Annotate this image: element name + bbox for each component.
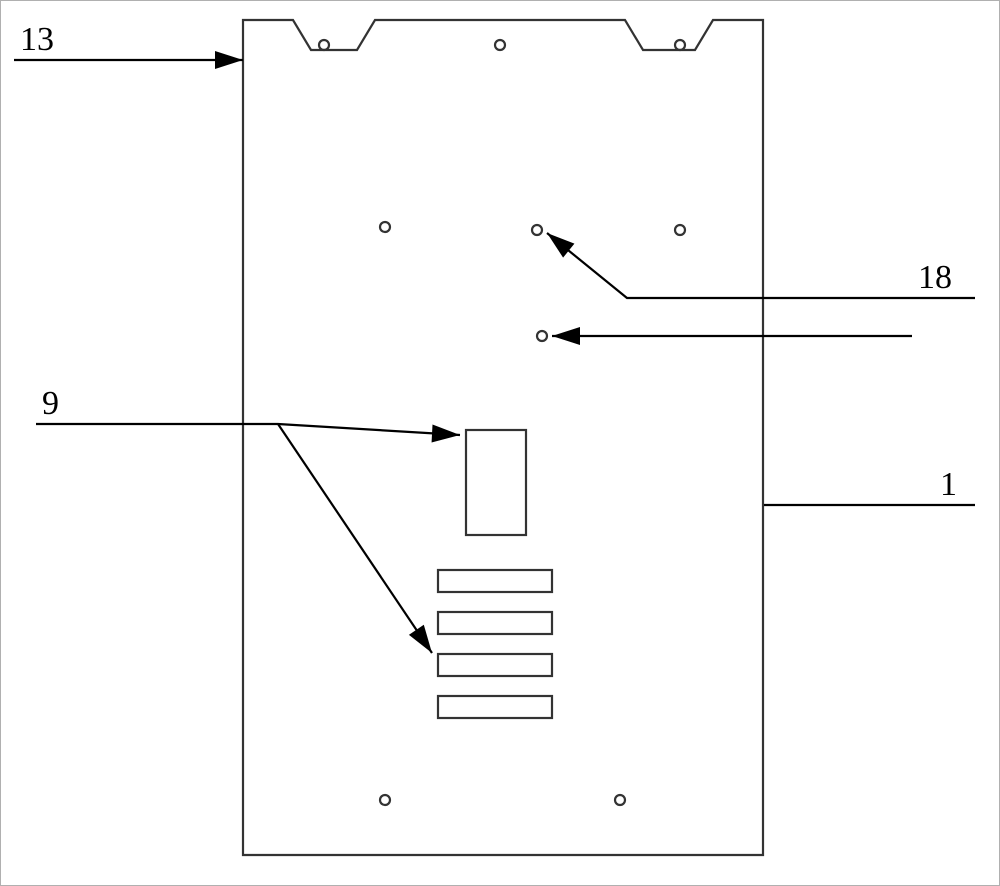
callout-leader <box>72 424 460 435</box>
leader-arrowhead <box>215 51 243 69</box>
hole-marker <box>615 795 625 805</box>
slot-rect <box>438 696 552 718</box>
leader-arrowhead <box>409 625 432 653</box>
hole-marker <box>495 40 505 50</box>
leader-arrowhead <box>552 327 580 345</box>
panel-outline <box>243 20 763 855</box>
callout-number: 1 <box>940 466 957 503</box>
callout-leader <box>278 424 432 653</box>
callout-number: 13 <box>20 21 54 58</box>
callout-number: 18 <box>918 259 952 296</box>
outer-frame <box>1 1 1000 886</box>
slot-rect <box>438 654 552 676</box>
callout-number: 9 <box>42 385 59 422</box>
hole-marker <box>675 225 685 235</box>
hole-marker <box>319 40 329 50</box>
leader-arrowhead <box>432 425 460 443</box>
slot-rect <box>438 570 552 592</box>
leader-arrowhead <box>547 233 574 258</box>
hole-marker <box>537 331 547 341</box>
hole-marker <box>532 225 542 235</box>
callout-leader <box>547 233 912 298</box>
hole-marker <box>675 40 685 50</box>
center-tall-rect <box>466 430 526 535</box>
hole-marker <box>380 795 390 805</box>
slot-rect <box>438 612 552 634</box>
hole-marker <box>380 222 390 232</box>
